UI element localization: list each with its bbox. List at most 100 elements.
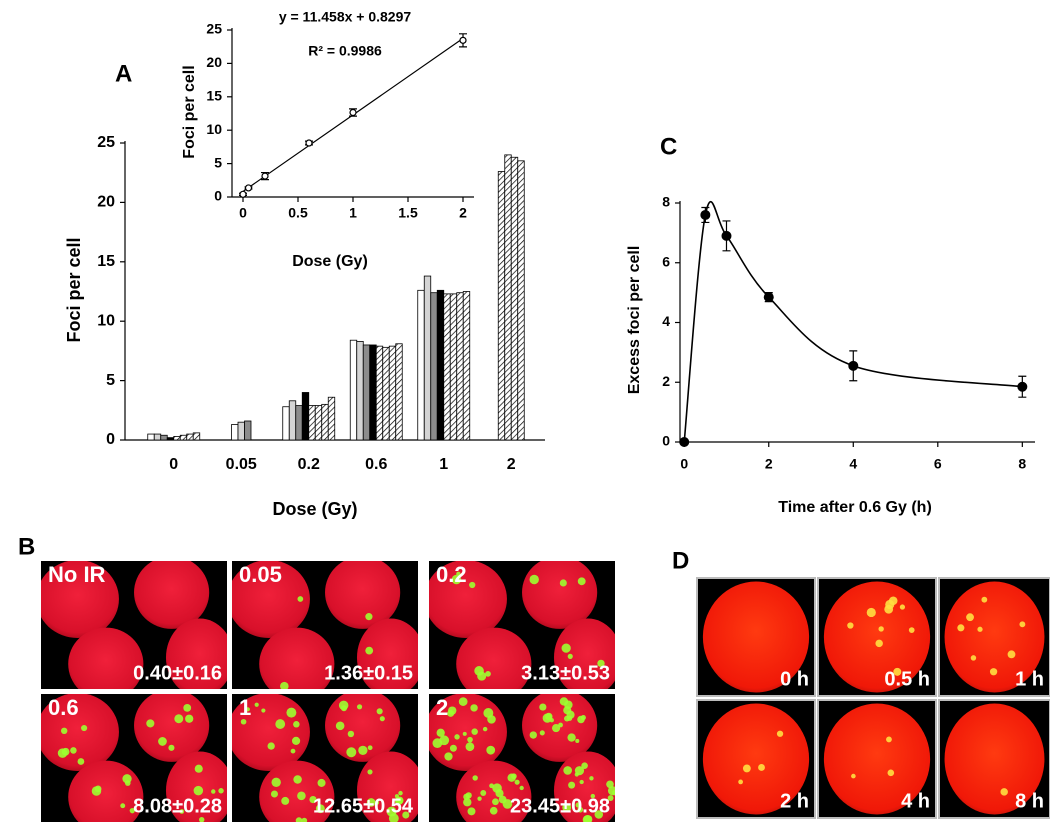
bar	[375, 345, 384, 441]
focus	[989, 668, 998, 676]
focus	[199, 817, 205, 823]
focus	[81, 724, 88, 732]
y-tick-label: 25	[97, 134, 115, 151]
bar	[166, 437, 175, 441]
focus	[519, 785, 524, 791]
bar	[504, 154, 512, 441]
line	[683, 200, 1023, 443]
focus	[179, 809, 185, 814]
nucleus	[553, 618, 616, 690]
focus	[559, 579, 567, 587]
x-tick-label: 2	[507, 456, 516, 473]
micrograph: 8 h	[938, 699, 1050, 819]
focus	[70, 747, 77, 754]
bar	[388, 345, 397, 441]
x-tick-label: 1.5	[398, 205, 418, 221]
focus	[275, 719, 286, 729]
focus	[301, 817, 308, 823]
focus	[847, 622, 854, 629]
bar	[160, 434, 168, 441]
focus	[467, 736, 473, 743]
focus	[887, 769, 895, 777]
x-tick-label: 0.6	[365, 456, 387, 473]
panel-label: D	[672, 547, 689, 574]
bar	[192, 432, 201, 441]
nucleus	[522, 560, 598, 629]
focus	[539, 703, 547, 711]
bar	[395, 343, 403, 441]
focus	[851, 773, 856, 779]
panel-label: A	[115, 60, 132, 87]
focus	[367, 745, 373, 751]
x-tick-label: 1	[349, 205, 357, 221]
image-border	[696, 699, 816, 819]
focus	[567, 733, 576, 742]
point	[763, 292, 774, 303]
image-border	[427, 559, 617, 691]
y-tick-label: 0	[106, 431, 115, 448]
image-label: 0 h	[780, 668, 809, 690]
image-label: 0.2	[436, 562, 467, 587]
y-tick-label: 5	[214, 154, 222, 170]
nucleus	[325, 560, 401, 629]
nucleus	[456, 627, 532, 690]
focus	[398, 790, 403, 796]
focus	[529, 574, 539, 585]
focus	[335, 721, 345, 731]
focus	[581, 762, 588, 769]
micrograph: 0.6 8.08±0.28	[39, 692, 229, 824]
focus	[977, 626, 983, 632]
focus	[742, 764, 751, 773]
micrograph-content	[939, 700, 1050, 818]
bar	[244, 420, 252, 441]
focus	[477, 796, 482, 801]
nucleus	[259, 760, 335, 823]
x-tick-label: 0	[239, 205, 247, 221]
focus	[358, 745, 368, 755]
focus	[402, 811, 410, 819]
nucleus	[40, 560, 119, 638]
image-value: 8.08±0.28	[133, 795, 222, 817]
focus	[472, 775, 478, 781]
bar	[327, 396, 336, 441]
micrograph: No IR 0.40±0.16	[39, 559, 229, 691]
image-border	[938, 577, 1050, 697]
x-axis-title: Time after 0.6 Gy (h)	[778, 499, 932, 516]
point	[1017, 381, 1028, 392]
point	[305, 139, 313, 147]
focus	[183, 703, 192, 712]
focus	[388, 813, 399, 823]
focus	[474, 666, 484, 676]
focus	[338, 700, 349, 711]
focus	[290, 748, 296, 754]
focus	[270, 790, 278, 798]
nucleus	[702, 581, 810, 693]
image-label: 0.05	[239, 562, 282, 587]
focus	[448, 706, 457, 715]
focus	[577, 577, 586, 586]
bar	[153, 433, 162, 441]
focus	[297, 791, 306, 801]
image-border	[39, 692, 229, 824]
image-label: 0.5 h	[884, 668, 930, 690]
x-axis-title: Dose (Gy)	[292, 253, 368, 270]
micrograph-content	[40, 560, 228, 690]
focus	[451, 574, 462, 585]
focus	[77, 758, 85, 765]
focus	[315, 804, 325, 814]
focus	[317, 778, 326, 787]
focus	[458, 697, 468, 706]
micrograph: 2 23.45±0.98	[427, 692, 617, 824]
x-tick-label: 8	[1018, 456, 1026, 472]
y-tick-label: 2	[662, 373, 670, 389]
annotation: R² = 0.9986	[308, 43, 382, 59]
focus	[738, 779, 743, 785]
focus	[885, 599, 895, 610]
focus	[444, 752, 453, 761]
image-border	[817, 699, 937, 819]
focus	[1007, 650, 1016, 659]
y-axis-title: Foci per cell	[64, 237, 84, 342]
bar	[282, 406, 290, 441]
focus	[574, 766, 585, 776]
x-tick-label: 0.2	[298, 456, 320, 473]
